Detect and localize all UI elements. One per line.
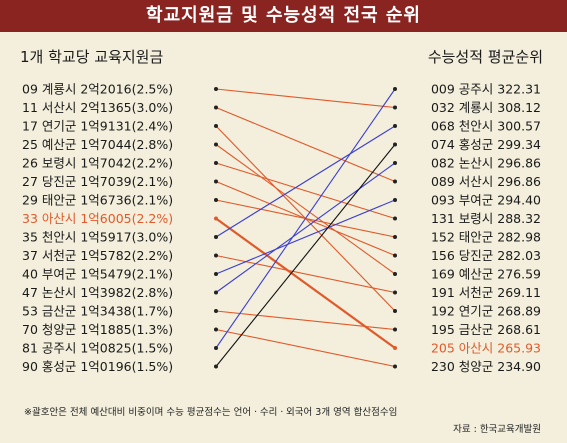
right-dot	[393, 327, 397, 332]
left-dot	[214, 198, 218, 202]
left-row-label: 40 부여군 1억5479(2.1%)	[22, 267, 173, 282]
right-dot	[393, 105, 397, 110]
left-row-label: 27 당진군 1억7039(2.1%)	[22, 174, 173, 189]
footnote: ※괄호안은 전체 예산대비 비중이며 수능 평균점수는 언어ㆍ수리ㆍ외국어 3개…	[24, 407, 398, 418]
right-dot	[393, 161, 397, 165]
left-dot	[214, 161, 218, 165]
right-row-label: 089 서산시 296.86	[431, 174, 541, 189]
right-row-label: 169 예산군 276.59	[431, 267, 541, 282]
right-dot	[393, 253, 397, 258]
right-row-label: 156 당진군 282.03	[431, 248, 541, 263]
right-dot	[393, 235, 397, 239]
right-row-label: 009 공주시 322.31	[431, 82, 541, 97]
left-dot	[214, 105, 218, 110]
connector-line	[215, 144, 396, 275]
right-dot	[393, 364, 397, 369]
right-row-label: 192 연기군 268.89	[431, 304, 541, 319]
connector-line	[215, 162, 396, 220]
right-row-label: 093 부여군 294.40	[431, 193, 541, 208]
right-dot	[393, 290, 397, 295]
left-row-label: 11 서산시 2억1365(3.0%)	[22, 100, 173, 115]
left-row-label: 47 논산시 1억3982(2.8%)	[22, 285, 173, 300]
left-row-label: 17 연기군 1억9131(2.4%)	[22, 119, 173, 134]
right-row-label: 131 보령시 288.32	[431, 211, 541, 226]
left-header: 1개 학교당 교육지원금	[20, 48, 163, 66]
right-row-label: 082 논산시 296.86	[431, 156, 541, 171]
left-row-label: 09 계룡시 2억2016(2.5%)	[22, 82, 173, 97]
source-credit: 자료 : 한국교육개발원	[453, 424, 541, 435]
connector-line	[215, 88, 396, 349]
left-dot	[214, 253, 218, 258]
connector-line	[215, 310, 396, 331]
left-dot	[214, 124, 218, 128]
right-dot	[393, 309, 397, 313]
right-dot	[393, 142, 397, 147]
right-row-label: 191 서천군 269.11	[431, 285, 541, 300]
right-dot	[393, 87, 397, 91]
connector-line	[215, 144, 396, 367]
right-row-label: 195 금산군 268.61	[431, 322, 541, 337]
right-dot	[393, 124, 397, 128]
left-row-label: 81 공주시 1억0825(1.5%)	[22, 341, 173, 356]
connector-line	[215, 125, 396, 238]
left-dot	[214, 142, 218, 147]
left-dot	[214, 327, 218, 332]
connector-line	[215, 88, 396, 109]
left-dot	[214, 235, 218, 239]
left-dot	[214, 87, 218, 91]
connector-line	[215, 199, 396, 275]
left-dot	[214, 290, 218, 295]
left-row-label: 25 예산군 1억7044(2.8%)	[22, 137, 173, 152]
left-dot	[214, 216, 218, 221]
left-row-label: 29 태안군 1억6736(2.1%)	[22, 193, 173, 208]
right-row-label: 074 홍성군 299.34	[431, 137, 541, 152]
right-dot	[393, 272, 397, 276]
left-row-label: 35 천안시 1억5917(3.0%)	[22, 230, 173, 245]
left-row-label: 26 보령시 1억7042(2.2%)	[22, 156, 173, 171]
chart-title: 학교지원금 및 수능성적 전국 순위	[146, 5, 421, 26]
right-dot	[393, 179, 397, 184]
left-dot	[214, 309, 218, 313]
left-row-label: 33 아산시 1억6005(2.2%)	[22, 211, 173, 226]
left-row-label: 53 금산군 1억3438(1.7%)	[22, 304, 173, 319]
right-row-label: 068 천안시 300.57	[431, 119, 541, 134]
right-dot	[393, 198, 397, 202]
left-dot	[214, 179, 218, 184]
right-row-label: 230 청양군 234.90	[431, 359, 541, 374]
right-row-label: 032 계룡시 308.12	[431, 100, 541, 115]
right-dot	[393, 216, 397, 221]
left-row-label: 90 홍성군 1억0196(1.5%)	[22, 359, 173, 374]
connector-line	[215, 106, 396, 183]
left-dot	[214, 364, 218, 369]
right-header: 수능성적 평균순위	[428, 48, 543, 66]
left-row-label: 37 서천군 1억5782(2.2%)	[22, 248, 173, 263]
title-bar: 학교지원금 및 수능성적 전국 순위	[0, 0, 567, 32]
right-row-label: 205 아산시 265.93	[431, 341, 541, 356]
left-row-label: 70 청양군 1억1885(1.3%)	[22, 322, 173, 337]
right-dot	[393, 346, 397, 350]
left-dot	[214, 346, 218, 350]
left-dot	[214, 272, 218, 276]
connector-line	[215, 328, 396, 368]
connector-line	[215, 254, 396, 294]
right-row-label: 152 태안군 282.98	[431, 230, 541, 245]
connector-line	[215, 162, 396, 293]
